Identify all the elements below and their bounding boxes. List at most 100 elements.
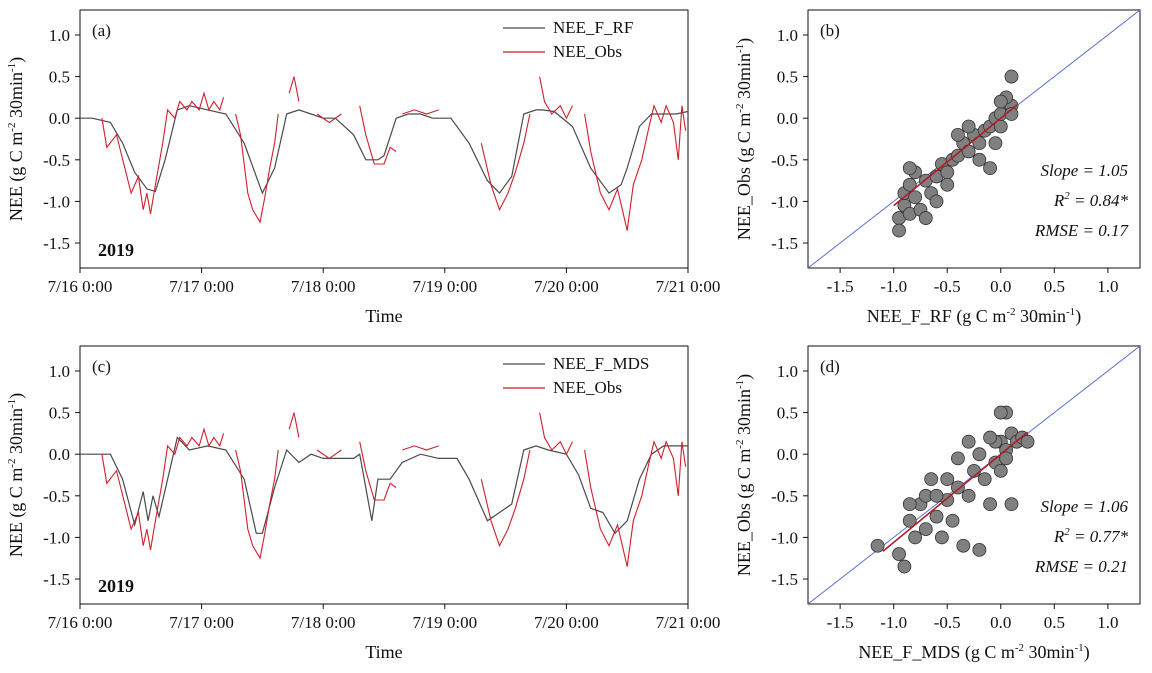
- x-tick-label: -1.0: [880, 613, 907, 632]
- stat-r2: R2 = 0.77*: [1053, 526, 1129, 546]
- stat-slope: Slope = 1.05: [1041, 161, 1129, 180]
- y-tick-label: 0.0: [49, 109, 70, 128]
- scatter-point: [940, 472, 955, 487]
- x-axis-label: NEE_F_MDS (g C m-2 30min-1): [858, 642, 1089, 663]
- y-tick-label: 0.5: [49, 68, 70, 87]
- y-tick-label: 0.5: [777, 68, 798, 87]
- y-axis-label: NEE_Obs (g C m-2 30min-1): [734, 374, 755, 576]
- y-tick-label: -1.5: [771, 234, 798, 253]
- x-tick-label: 0.0: [990, 613, 1011, 632]
- y-tick-label: 0.5: [49, 404, 70, 423]
- scatter-point: [961, 488, 976, 503]
- y-axis-label: NEE (g C m-2 30min-1): [6, 57, 27, 221]
- x-axis-label: NEE_F_RF (g C m-2 30min-1): [867, 306, 1081, 327]
- scatter-point: [897, 559, 912, 574]
- scatter-point: [918, 522, 933, 536]
- scatter-point: [988, 136, 1003, 151]
- series-line-NEE_Obs: [402, 109, 439, 115]
- x-tick-label: -0.5: [934, 277, 961, 296]
- legend-label-model: NEE_F_MDS: [553, 354, 649, 373]
- x-tick-label: 0.5: [1044, 277, 1065, 296]
- x-tick-label: 7/17 0:00: [169, 277, 234, 296]
- y-tick-label: -1.5: [43, 570, 70, 589]
- scatter-point: [929, 509, 944, 524]
- y-axis-label: NEE (g C m-2 30min-1): [6, 393, 27, 557]
- scatter-point: [993, 94, 1008, 109]
- legend-label-model: NEE_F_RF: [553, 18, 633, 37]
- scatter-point: [961, 144, 976, 159]
- x-tick-label: -1.5: [827, 613, 854, 632]
- x-axis-label: Time: [365, 642, 402, 662]
- x-tick-label: 1.0: [1097, 277, 1118, 296]
- scatter-point: [902, 177, 917, 192]
- scatter-point: [993, 463, 1008, 478]
- series-line-NEE_Obs: [402, 445, 439, 451]
- y-tick-label: -1.0: [43, 528, 70, 547]
- stat-rmse: RMSE = 0.17: [1034, 221, 1130, 240]
- series-line-NEE_Obs: [480, 113, 531, 212]
- plot-frame: [79, 345, 689, 605]
- legend-label-obs: NEE_Obs: [553, 378, 622, 397]
- plot-frame: [807, 345, 1141, 605]
- x-tick-label: 7/20 0:00: [534, 613, 599, 632]
- fit-line: [893, 104, 1018, 207]
- panel-c: 1.0 0.5 0.0 -0.5 -1.0 -1.5 7/16 0:00 7/17 0:00 7…: [6, 345, 720, 662]
- x-tick-label: 0.5: [1044, 613, 1065, 632]
- scatter-point: [983, 161, 997, 176]
- y-tick-label: 1.0: [777, 362, 798, 381]
- scatter-point: [951, 127, 965, 142]
- x-tick-label: 7/19 0:00: [412, 613, 477, 632]
- stat-slope: Slope = 1.06: [1041, 497, 1129, 516]
- scatter-point: [956, 538, 971, 553]
- y-tick-label: 0.0: [777, 445, 798, 464]
- y-tick-label: -1.0: [771, 192, 798, 211]
- x-tick-label: 7/16 0:00: [48, 277, 113, 296]
- series-line-NEE_Obs: [316, 449, 342, 460]
- panel-b: 1.0 0.5 0.0 -0.5 -1.0 -1.5 -1.5 -1.0 -0.5 0.0 0.5 1…: [734, 9, 1141, 327]
- y-tick-label: 1.0: [49, 26, 70, 45]
- scatter-point: [908, 530, 922, 545]
- scatter-point: [977, 472, 992, 487]
- fit-line: [882, 431, 1029, 552]
- y-tick-label: -1.5: [771, 570, 798, 589]
- series-line-NEE_Obs: [288, 412, 300, 438]
- x-tick-label: 7/20 0:00: [534, 277, 599, 296]
- x-tick-label: 7/21 0:00: [656, 277, 721, 296]
- series-line-NEE_Obs: [235, 449, 279, 560]
- scatter-point: [924, 472, 939, 487]
- plot-area: [808, 346, 1140, 604]
- scatter-point: [951, 451, 965, 466]
- scatter-point: [902, 513, 917, 528]
- scatter-point: [961, 119, 976, 134]
- y-tick-label: 1.0: [777, 26, 798, 45]
- y-axis-label: NEE_Obs (g C m-2 30min-1): [734, 38, 755, 240]
- scatter-point: [972, 152, 987, 167]
- series-line-NEE_Obs: [101, 427, 225, 550]
- series-line-NEE_Obs: [359, 441, 397, 501]
- scatter-point: [940, 177, 955, 192]
- x-tick-label: 7/16 0:00: [48, 613, 113, 632]
- x-tick-label: 7/17 0:00: [169, 613, 234, 632]
- y-tick-label: 0.5: [777, 404, 798, 423]
- panel-letter: (b): [820, 21, 840, 40]
- x-tick-label: 1.0: [1097, 613, 1118, 632]
- plot-frame: [807, 9, 1141, 269]
- scatter-point: [918, 211, 933, 225]
- series-line-NEE_Obs: [584, 439, 687, 567]
- x-tick-label: 7/19 0:00: [412, 277, 477, 296]
- series-line-NEE_Obs: [288, 76, 300, 102]
- y-tick-label: -0.5: [43, 151, 70, 170]
- scatter-point: [929, 488, 944, 503]
- year-label: 2019: [98, 576, 134, 596]
- x-tick-label: -1.5: [827, 277, 854, 296]
- stat-r2: R2 = 0.84*: [1053, 190, 1129, 210]
- x-tick-label: 7/18 0:00: [291, 613, 356, 632]
- series-line-NEE_Obs: [584, 103, 687, 231]
- panel-letter: (c): [92, 357, 111, 376]
- scatter-point: [945, 513, 960, 528]
- scatter-point: [940, 165, 955, 180]
- series-line-NEE_Obs: [101, 91, 225, 214]
- scatter-point: [1004, 69, 1019, 84]
- scatter-point: [999, 451, 1014, 466]
- plot-area: [80, 76, 688, 231]
